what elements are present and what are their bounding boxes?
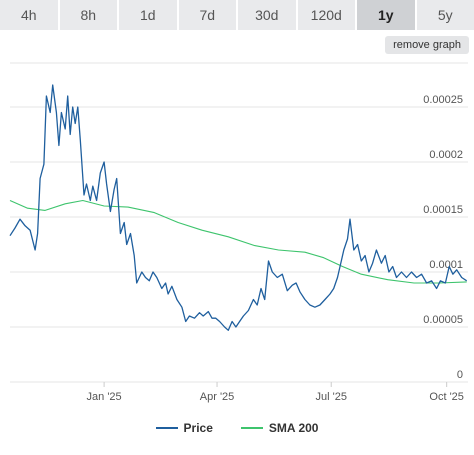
series-line-sma-200 [9, 199, 467, 284]
legend-swatch-price [155, 427, 178, 429]
y-tick-label: 0.00005 [423, 314, 463, 326]
y-tick-label: 0.00025 [423, 94, 463, 106]
legend-item-price[interactable]: Price [155, 421, 213, 435]
remove-graph-button[interactable]: remove graph [385, 36, 469, 54]
grid-lines [10, 62, 468, 387]
tab-120d[interactable]: 120d [298, 0, 357, 30]
legend-label-sma-200: SMA 200 [268, 421, 319, 435]
x-tick-label: Jan '25 [87, 391, 122, 403]
tab-30d[interactable]: 30d [238, 0, 298, 30]
price-chart: 0 0.00005 0.0001 0.00015 0.0002 0.00025 Jan '… [9, 62, 468, 403]
y-tick-label: 0.0001 [429, 259, 463, 271]
x-axis-labels: Jan '25 Apr '25 Jul '25 Oct '25 [87, 391, 464, 403]
x-tick-label: Apr '25 [200, 391, 235, 403]
legend-swatch-sma-200 [240, 427, 263, 429]
y-tick-label: 0.0002 [429, 149, 463, 161]
x-tick-label: Oct '25 [429, 391, 464, 403]
tab-1y[interactable]: 1y [357, 0, 417, 30]
chart-legend: Price SMA 200 [0, 421, 474, 435]
tab-4h[interactable]: 4h [0, 0, 60, 30]
legend-item-sma-200[interactable]: SMA 200 [240, 421, 319, 435]
y-tick-label: 0.00015 [423, 204, 463, 216]
series-lines [9, 84, 468, 331]
tab-5y[interactable]: 5y [437, 7, 453, 23]
tab-7d[interactable]: 7d [179, 0, 238, 30]
series-line-price [9, 84, 468, 331]
legend-label-price: Price [183, 421, 213, 435]
y-tick-label: 0 [457, 369, 463, 381]
x-tick-label: Jul '25 [316, 391, 347, 403]
y-axis-labels: 0 0.00005 0.0001 0.00015 0.0002 0.00025 [423, 94, 463, 381]
tab-8h[interactable]: 8h [60, 0, 119, 30]
tab-1d[interactable]: 1d [119, 0, 179, 30]
timeframe-tabs: 4h 8h 1d 7d 30d 120d 1y 5y [0, 0, 474, 30]
